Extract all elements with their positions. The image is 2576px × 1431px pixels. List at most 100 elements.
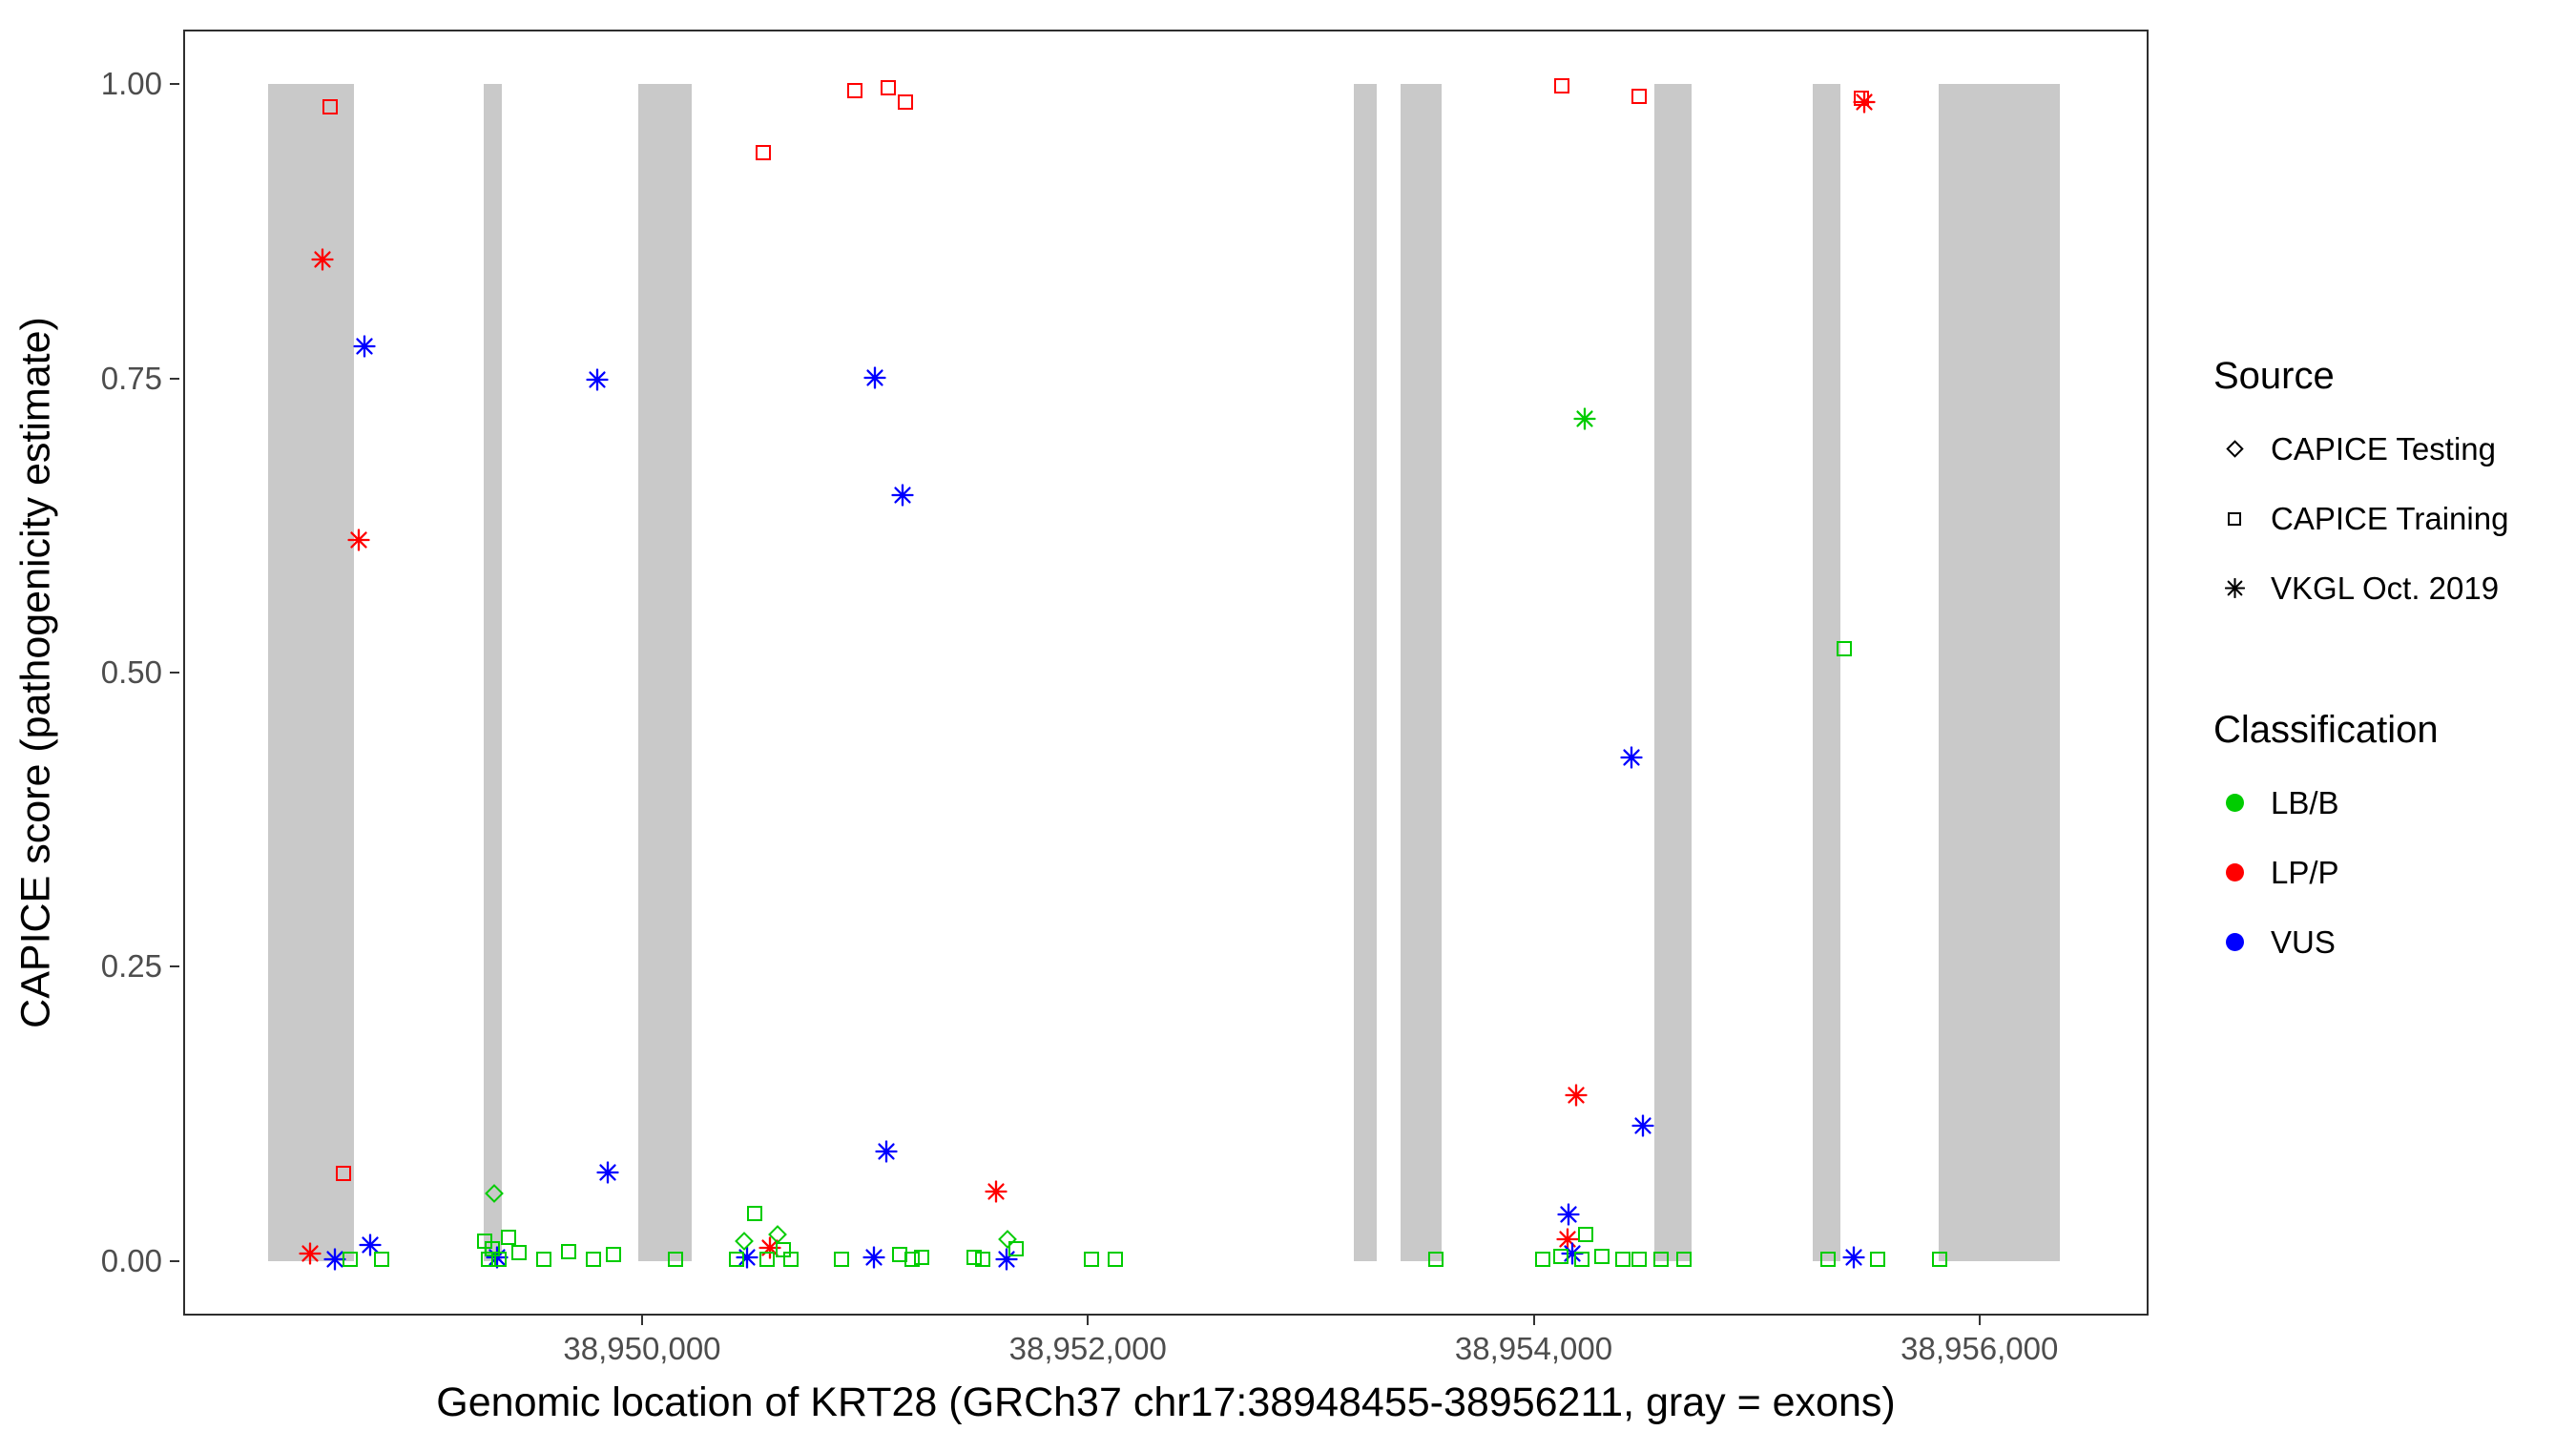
open-square-marker [1534, 1252, 1550, 1268]
data-point [1652, 1252, 1669, 1268]
open-square-marker [335, 1166, 351, 1182]
asterisk-marker [359, 1234, 382, 1257]
y-axis-tick-mark [170, 1259, 179, 1262]
data-point [1676, 1252, 1693, 1268]
data-point [310, 248, 334, 271]
open-square-marker [1552, 1248, 1568, 1264]
data-point [1631, 88, 1648, 104]
data-point [480, 1252, 496, 1268]
asterisk-marker [891, 484, 914, 507]
data-point [373, 1252, 389, 1268]
x-axis-tick-label: 38,954,000 [1454, 1331, 1613, 1366]
data-point [500, 1229, 516, 1245]
data-point [1931, 1252, 1947, 1268]
data-point [1083, 1252, 1099, 1268]
open-diamond-marker [735, 1231, 755, 1251]
data-point [353, 335, 376, 359]
data-point [758, 1252, 775, 1268]
legend-item-label: CAPICE Training [2271, 500, 2509, 536]
asterisk-marker [862, 1246, 885, 1269]
data-point [1842, 1246, 1865, 1269]
open-square-marker [834, 1252, 850, 1268]
data-point [586, 368, 609, 391]
data-point [322, 98, 338, 114]
data-point [335, 1166, 351, 1182]
exon-band [638, 84, 693, 1261]
data-point [904, 1252, 920, 1268]
x-axis-tick-label: 38,956,000 [1901, 1331, 2059, 1366]
asterisk-marker [299, 1242, 322, 1265]
asterisk-marker [322, 1248, 346, 1271]
open-square-marker [1108, 1252, 1124, 1268]
open-square-marker [322, 98, 338, 114]
legend-item-label: LP/P [2271, 854, 2339, 890]
y-axis-tick-mark [170, 83, 179, 86]
data-point [1552, 1248, 1568, 1264]
y-axis-tick-label: 0.00 [100, 1242, 162, 1278]
data-point [1593, 1248, 1610, 1264]
data-point [1853, 91, 1877, 114]
data-point [668, 1252, 683, 1268]
data-point [536, 1252, 552, 1268]
data-point [768, 1225, 788, 1245]
exon-band [484, 84, 503, 1261]
legend-key [2213, 863, 2255, 881]
y-axis-tick-label: 1.00 [100, 66, 162, 102]
open-square-marker [1427, 1252, 1444, 1268]
open-square-marker [966, 1249, 983, 1265]
asterisk-marker [1557, 1203, 1580, 1227]
data-point [1614, 1252, 1631, 1268]
open-square-marker [1819, 1252, 1836, 1268]
data-point [756, 145, 772, 160]
asterisk-marker [1631, 1114, 1654, 1137]
open-square-marker [756, 145, 772, 160]
open-square-marker [1652, 1252, 1669, 1268]
legend-source: Source CAPICE Testing CAPICE Training VKGL… [2213, 353, 2508, 623]
legend-classification-title: Classification [2213, 709, 2439, 751]
legend-classification: Classification LB/B LP/P VUS [2213, 707, 2508, 977]
open-diamond-marker [484, 1184, 504, 1204]
data-point [322, 1248, 346, 1271]
open-square-marker [668, 1252, 683, 1268]
legend-item-label: CAPICE Testing [2271, 430, 2496, 467]
open-square-marker [1083, 1252, 1099, 1268]
open-square-marker [891, 1247, 907, 1263]
legend: Source CAPICE Testing CAPICE Training VKGL… [2213, 353, 2508, 977]
open-square-marker [758, 1252, 775, 1268]
open-square-marker [511, 1244, 528, 1260]
open-square-marker [729, 1252, 745, 1268]
open-square-marker [536, 1252, 552, 1268]
legend-key [2213, 933, 2255, 951]
legend-item: CAPICE Training [2213, 484, 2508, 553]
data-point [1534, 1252, 1550, 1268]
exon-band [267, 84, 355, 1261]
plot-panel [183, 30, 2149, 1316]
open-square-marker [373, 1252, 389, 1268]
open-square-marker [914, 1249, 930, 1265]
color-dot-icon [2225, 794, 2244, 812]
y-axis-tick-mark [170, 377, 179, 380]
data-point [1557, 1203, 1580, 1227]
open-square-marker [1593, 1248, 1610, 1264]
y-axis-tick-mark [170, 672, 179, 674]
asterisk-marker [353, 335, 376, 359]
data-point [746, 1206, 762, 1222]
data-point [359, 1234, 382, 1257]
x-axis-tick-mark [1087, 1316, 1090, 1325]
x-axis-tick-label: 38,952,000 [1008, 1331, 1167, 1366]
asterisk-marker [1573, 406, 1596, 430]
asterisk-marker [863, 365, 886, 389]
data-point [1008, 1241, 1025, 1257]
exon-band [1654, 84, 1692, 1261]
data-point [735, 1231, 755, 1251]
data-point [834, 1252, 850, 1268]
data-point [605, 1247, 621, 1263]
asterisk-marker [586, 368, 609, 391]
open-square-marker [975, 1252, 991, 1268]
open-square-marker [1870, 1252, 1886, 1268]
exon-band [1813, 84, 1841, 1261]
legend-item: CAPICE Testing [2213, 414, 2508, 484]
data-point [596, 1161, 619, 1184]
data-point [1620, 746, 1643, 769]
legend-key [2213, 578, 2255, 598]
